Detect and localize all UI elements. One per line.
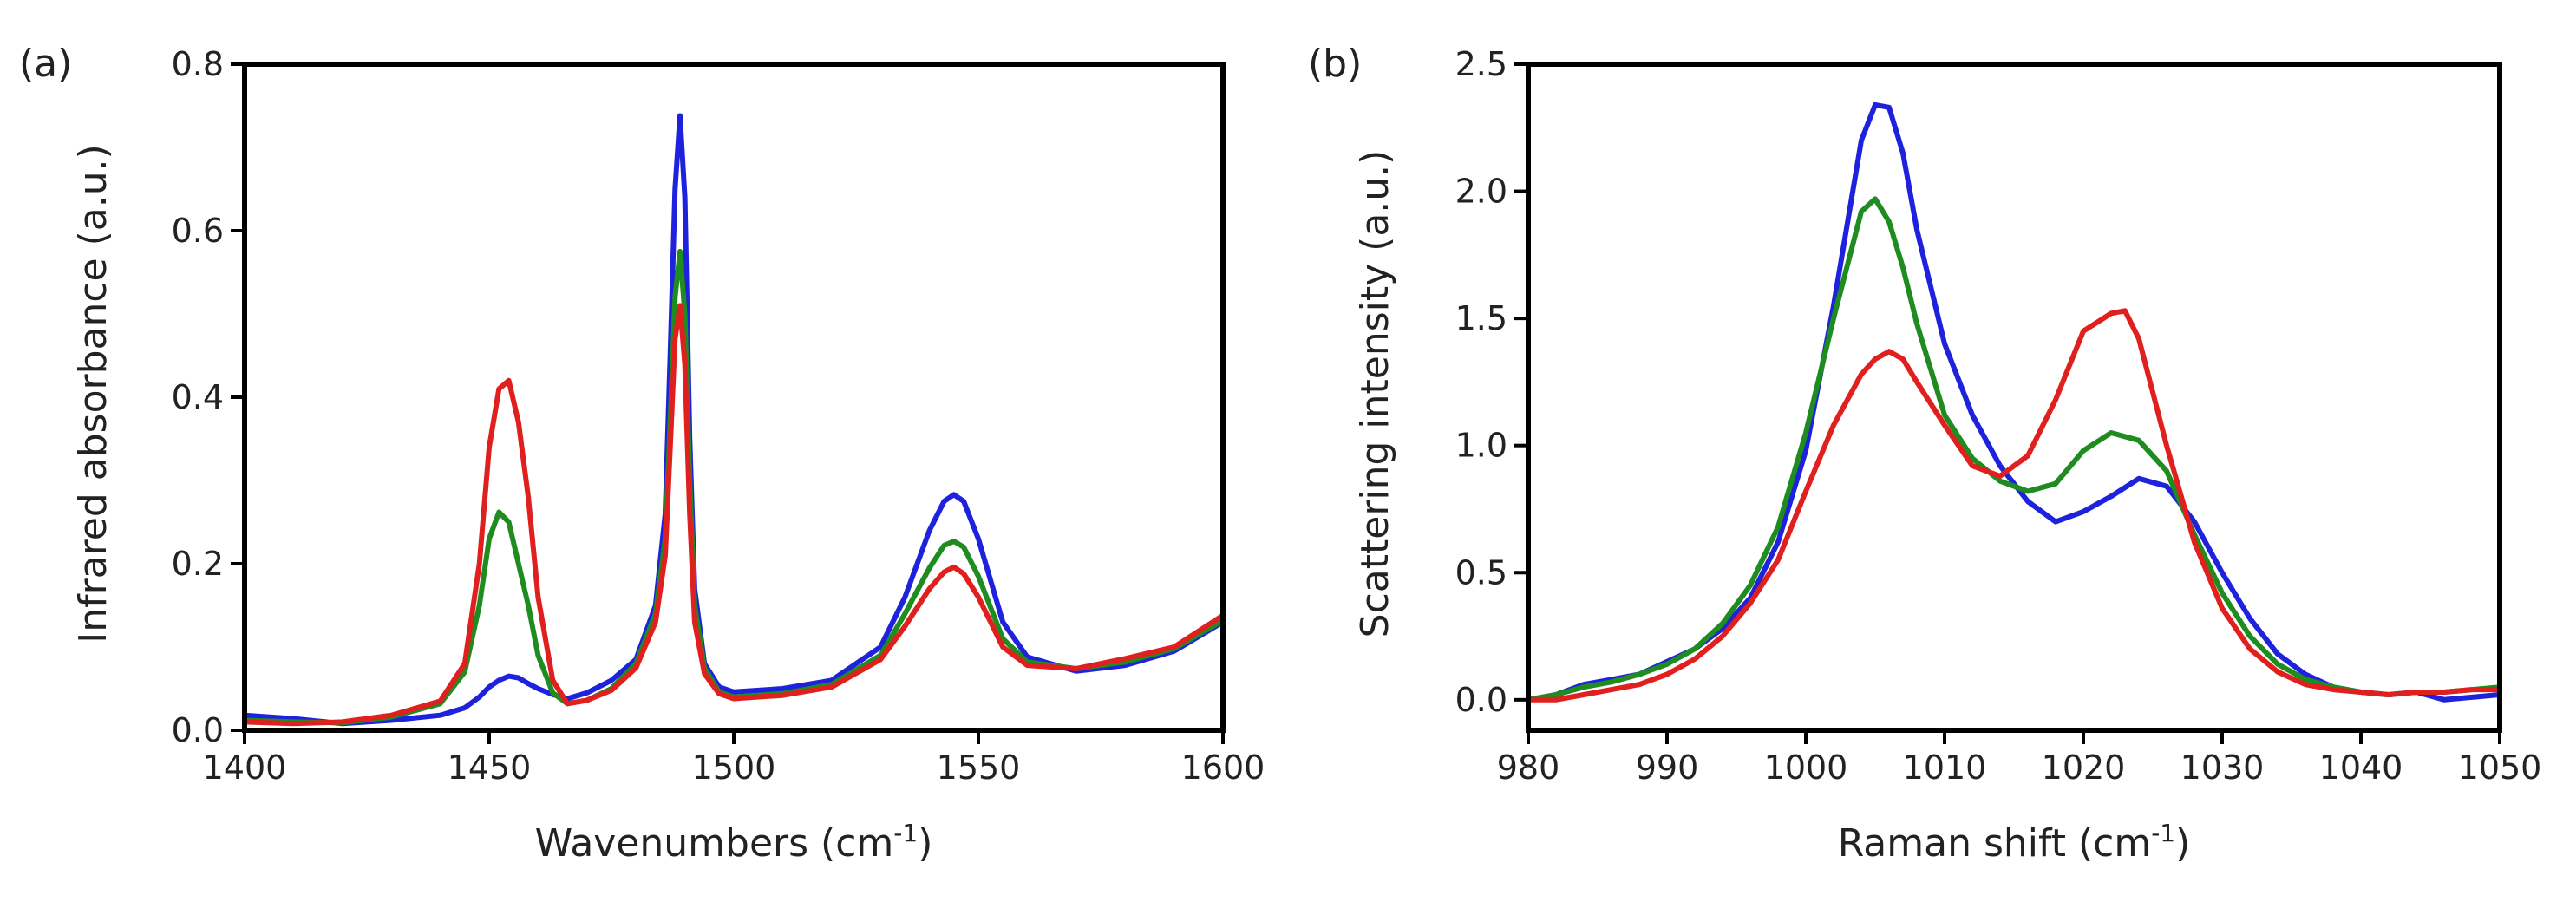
panel-a-x-tick-label: 1600 — [1181, 748, 1265, 787]
panel-b-y-tick-label: 1.0 — [1455, 427, 1507, 465]
panel-a-label: (a) — [19, 42, 72, 86]
panel-b-x-tick-label: 1000 — [1764, 748, 1848, 787]
panel-a-series-green — [242, 249, 1226, 726]
panel-b-plot-frame — [1526, 62, 2502, 733]
panel-b-y-tick-label: 2.5 — [1455, 45, 1507, 83]
panel-b-x-tick-label: 990 — [1636, 748, 1699, 787]
panel-b-x-tick-label: 1050 — [2458, 748, 2542, 787]
panel-b-y-tick-label: 2.0 — [1455, 173, 1507, 211]
panel-a-y-axis-title: Infrared absorbance (a.u.) — [71, 144, 115, 644]
panel-a-y-tick-label: 0.0 — [172, 711, 224, 749]
panel-a-x-tick-label: 1450 — [448, 748, 532, 787]
panel-a-y-tick-label: 0.6 — [172, 212, 224, 250]
panel-a-series-blue — [242, 113, 1226, 727]
panel-a-y-tick-label: 0.4 — [172, 378, 224, 416]
panel-b-x-tick-label: 1030 — [2180, 748, 2265, 787]
panel-b-label: (b) — [1308, 42, 1362, 86]
panel-b-y-axis-title: Scattering intensity (a.u.) — [1353, 150, 1397, 638]
panel-b-series-green — [1526, 196, 2502, 703]
panel-a-y-tick-label: 0.2 — [172, 545, 224, 583]
panel-a-x-tick-label: 1500 — [692, 748, 776, 787]
panel-b-series-red — [1526, 308, 2502, 703]
panel-b-x-tick-label: 1010 — [1903, 748, 1987, 787]
panel-a-x-tick-label: 1550 — [937, 748, 1021, 787]
panel-b-x-tick-label: 1040 — [2319, 748, 2403, 787]
panel-a-y-tick-label: 0.8 — [172, 45, 224, 83]
panel-a-series-red — [242, 303, 1226, 727]
panel-b-series-layer — [1526, 101, 2502, 703]
panel-a-infrared-chart: (a) 1400 1450 1500 1550 16000.00.20.40.60.8 … — [19, 42, 1265, 866]
panel-b-x-tick-label: 980 — [1497, 748, 1560, 787]
panel-b-x-axis-title: Raman shift (cm-1) — [1838, 819, 2191, 866]
panel-b-series-blue — [1526, 101, 2502, 703]
panel-b-raman-chart: (b) 980 990 1000 1010 1020 1030 1040 1050 0.0 0.5… — [1308, 42, 2541, 866]
panel-b-y-tick-label: 0.0 — [1455, 681, 1507, 719]
panel-b-y-tick-label: 1.5 — [1455, 299, 1507, 337]
panel-a-x-axis-title: Wavenumbers (cm-1) — [535, 819, 933, 866]
panel-a-x-tick-label: 1400 — [203, 748, 287, 787]
panel-b-x-tick-label: 1020 — [2042, 748, 2126, 787]
panel-a-axis-ticks: 1400 1450 1500 1550 1600 0.0 0.2 0.4 0.6 0.8 — [172, 45, 1265, 787]
panel-b-axis-ticks: 980 990 1000 1010 1020 1030 1040 1050 0.0 0.5 1.0 1… — [1455, 45, 2542, 787]
panel-a-series-layer — [242, 113, 1226, 727]
panel-a-plot-frame — [242, 62, 1226, 733]
panel-b-y-tick-label: 0.5 — [1455, 553, 1507, 592]
